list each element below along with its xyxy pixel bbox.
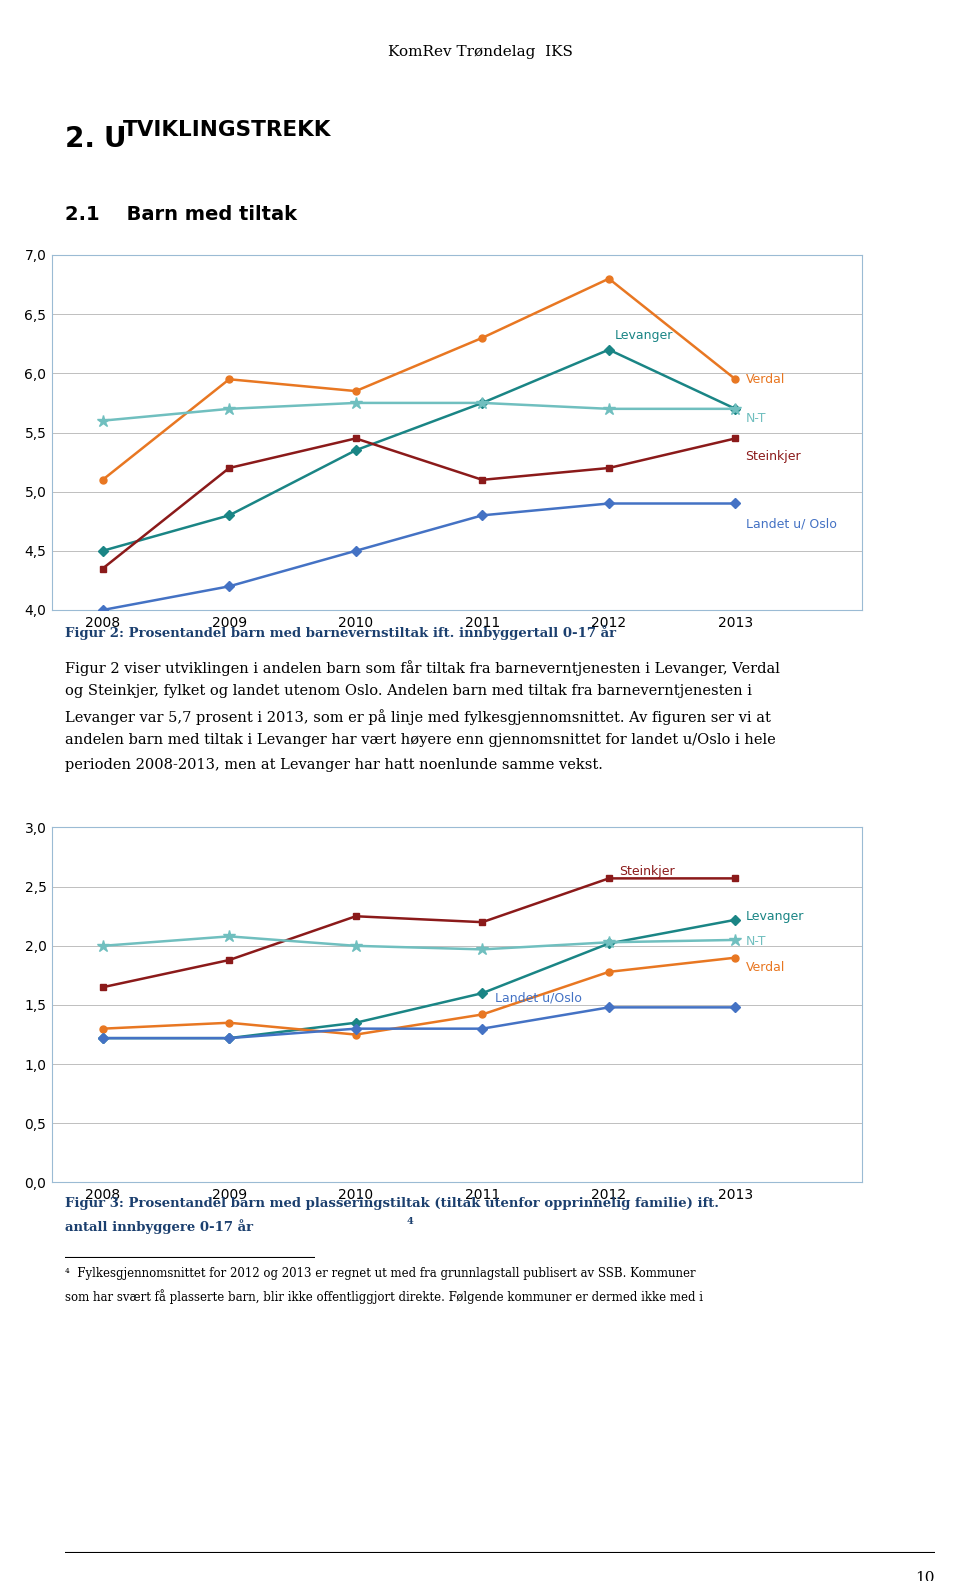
Text: som har svært få plasserte barn, blir ikke offentliggjort direkte. Følgende komm: som har svært få plasserte barn, blir ik… — [65, 1290, 703, 1304]
Text: Landet u/Oslo: Landet u/Oslo — [495, 991, 582, 1004]
Text: 4: 4 — [407, 1216, 414, 1225]
Text: perioden 2008-2013, men at Levanger har hatt noenlunde samme vekst.: perioden 2008-2013, men at Levanger har … — [65, 757, 603, 772]
Text: Levanger: Levanger — [615, 329, 674, 341]
Text: Steinkjer: Steinkjer — [746, 449, 802, 463]
Text: ⁴  Fylkesgjennomsnittet for 2012 og 2013 er regnet ut med fra grunnlagstall publ: ⁴ Fylkesgjennomsnittet for 2012 og 2013 … — [65, 1268, 696, 1281]
Text: KomRev Trøndelag  IKS: KomRev Trøndelag IKS — [388, 44, 572, 58]
Text: 2.1    Barn med tiltak: 2.1 Barn med tiltak — [65, 206, 297, 225]
Text: N-T: N-T — [746, 411, 766, 425]
Text: andelen barn med tiltak i Levanger har vært høyere enn gjennomsnittet for landet: andelen barn med tiltak i Levanger har v… — [65, 734, 776, 748]
Text: Verdal: Verdal — [746, 373, 785, 386]
Text: U: U — [103, 125, 126, 153]
Text: Figur 3: Prosentandel barn med plasseringstiltak (tiltak utenfor opprinnelig fam: Figur 3: Prosentandel barn med plasserin… — [65, 1197, 719, 1211]
Text: Figur 2 viser utviklingen i andelen barn som får tiltak fra barneverntjenesten i: Figur 2 viser utviklingen i andelen barn… — [65, 659, 780, 675]
Text: Levanger var 5,7 prosent i 2013, som er på linje med fylkesgjennomsnittet. Av fi: Levanger var 5,7 prosent i 2013, som er … — [65, 708, 771, 724]
Text: 2.: 2. — [65, 125, 105, 153]
Text: Landet u/ Oslo: Landet u/ Oslo — [746, 517, 836, 530]
Text: Verdal: Verdal — [746, 961, 785, 974]
Text: antall innbyggere 0-17 år: antall innbyggere 0-17 år — [65, 1219, 253, 1235]
Text: Levanger: Levanger — [746, 909, 804, 923]
Text: N-T: N-T — [746, 934, 766, 947]
Text: Steinkjer: Steinkjer — [619, 865, 675, 877]
Text: TVIKLINGSTREKK: TVIKLINGSTREKK — [123, 120, 331, 141]
Text: og Steinkjer, fylket og landet utenom Oslo. Andelen barn med tiltak fra barnever: og Steinkjer, fylket og landet utenom Os… — [65, 685, 752, 699]
Text: 10: 10 — [916, 1572, 935, 1581]
Text: Figur 2: Prosentandel barn med barnevernstiltak ift. innbyggertall 0-17 år: Figur 2: Prosentandel barn med barnevern… — [65, 624, 616, 640]
